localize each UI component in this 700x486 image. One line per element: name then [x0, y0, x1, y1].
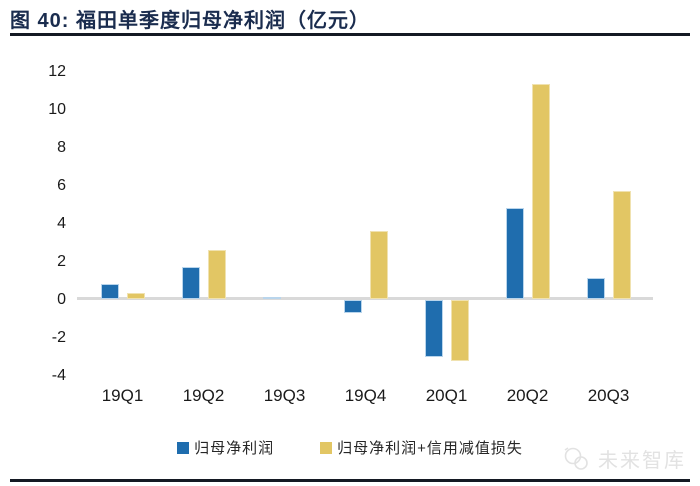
bar	[181, 266, 200, 299]
chart-legend: 归母净利润 归母净利润+信用减值损失	[0, 437, 700, 458]
x-axis-tick-label: 19Q4	[344, 386, 387, 405]
legend-item: 归母净利润	[177, 437, 274, 458]
watermark: 未来智库	[562, 444, 686, 473]
bottom-divider	[10, 479, 690, 482]
x-axis-tick-label: 19Q3	[263, 386, 306, 405]
y-axis-tick-label: 10	[48, 100, 66, 118]
bar	[531, 84, 550, 299]
legend-swatch	[177, 441, 190, 454]
y-axis-tick-label: 6	[57, 176, 66, 194]
page-title: 图 40: 福田单季度归母净利润（亿元）	[10, 10, 371, 32]
bar	[424, 300, 443, 357]
bar	[612, 190, 631, 299]
x-axis-tick-label: 20Q1	[425, 386, 468, 405]
x-axis-line	[77, 297, 653, 300]
legend-swatch	[320, 441, 333, 454]
y-axis-tick-label: 4	[57, 214, 66, 232]
title-divider	[10, 33, 690, 36]
y-axis-tick-label: -4	[51, 366, 66, 384]
legend-label: 归母净利润	[194, 440, 275, 457]
bar	[126, 293, 145, 299]
y-axis-tick-label: -2	[51, 328, 66, 346]
bar	[450, 300, 469, 361]
y-axis-tick-label: 8	[57, 138, 66, 156]
y-axis-tick-label: 12	[48, 62, 66, 80]
bar	[369, 230, 388, 299]
y-axis-tick-label: 2	[57, 252, 66, 270]
x-axis-tick-label: 20Q2	[506, 386, 549, 405]
x-axis-tick-label: 19Q2	[182, 386, 225, 405]
bar	[505, 207, 524, 299]
legend-label: 归母净利润+信用减值损失	[337, 440, 523, 457]
x-axis-tick-label: 19Q1	[101, 386, 144, 405]
bar	[262, 297, 281, 299]
bar	[343, 300, 362, 314]
y-axis-tick-label: 0	[57, 290, 66, 308]
bar	[207, 249, 226, 299]
bar	[100, 283, 119, 299]
legend-item: 归母净利润+信用减值损失	[320, 437, 523, 458]
watermark-logo-icon	[564, 446, 588, 470]
bar	[586, 278, 605, 299]
watermark-text: 未来智库	[598, 450, 686, 472]
x-axis-tick-label: 20Q3	[587, 386, 630, 405]
